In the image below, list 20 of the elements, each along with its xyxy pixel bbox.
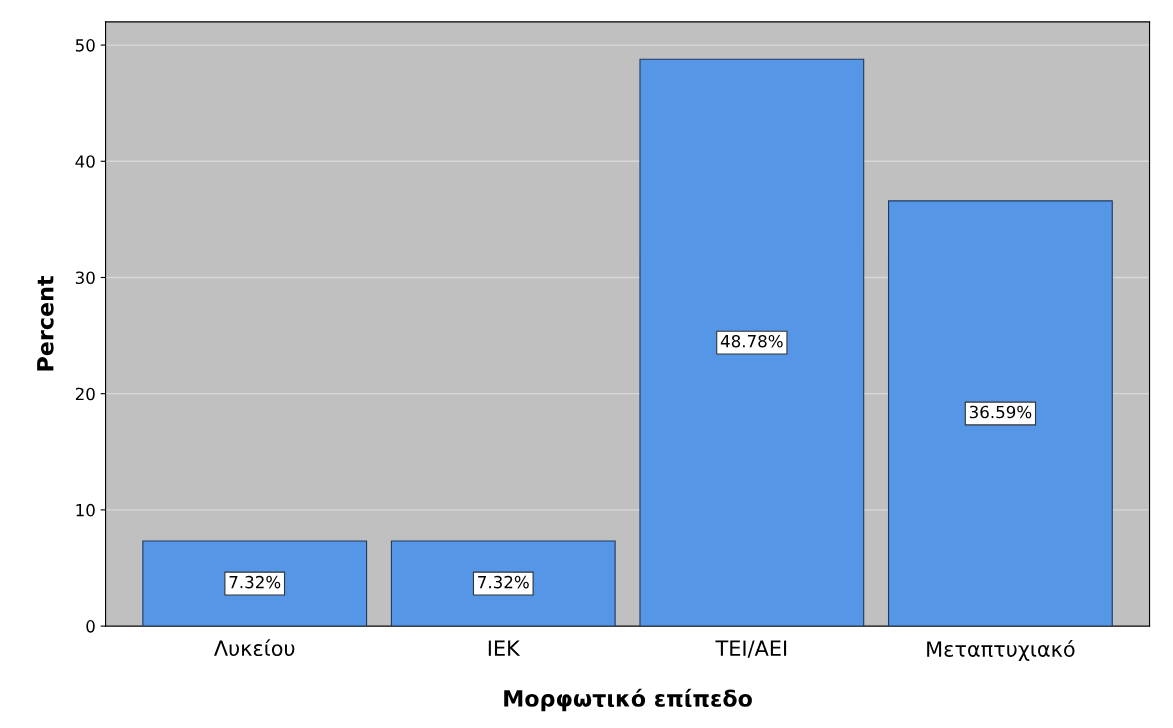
x-axis-title: Μορφωτικό επίπεδο [504,688,752,712]
data-label: 7.32% [478,575,529,589]
y-tick-label: 40 [75,155,95,168]
y-tick-label: 0 [86,620,95,633]
data-label: 36.59% [969,405,1032,419]
x-tick-label: Λυκείου [214,639,295,657]
y-tick-label: 20 [75,387,95,401]
bar [887,200,1113,627]
data-label: 7.32% [229,575,281,589]
y-tick-label: 30 [75,271,95,285]
y-axis-title: Percent [37,275,54,371]
data-label: 48.78% [720,334,783,348]
y-tick-label: 50 [75,39,95,52]
bar [390,540,616,627]
x-tick-label: Μεταπτυχιακό [927,639,1075,661]
x-tick-label: ΤΕΙ/ΑΕΙ [715,640,787,658]
bar [639,58,865,627]
x-tick-label: ΙΕΚ [488,640,521,656]
bar [142,540,368,627]
y-tick-label: 10 [76,503,95,517]
